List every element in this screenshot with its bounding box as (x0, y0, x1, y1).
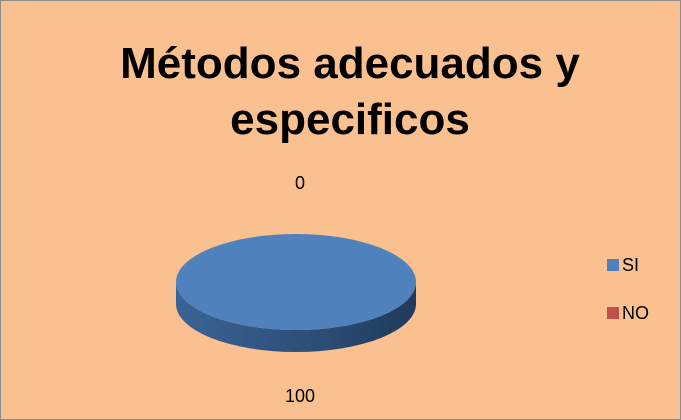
legend-label: NO (622, 303, 649, 323)
legend-swatch (607, 307, 619, 319)
legend-swatch (607, 259, 619, 271)
chart-title: Métodos adecuados y especificos (120, 39, 580, 144)
pie-side (176, 282, 416, 352)
data-label: 0 (295, 173, 305, 193)
legend-label: SI (622, 255, 639, 275)
data-label: 100 (285, 386, 315, 406)
pie-slice (176, 234, 416, 330)
